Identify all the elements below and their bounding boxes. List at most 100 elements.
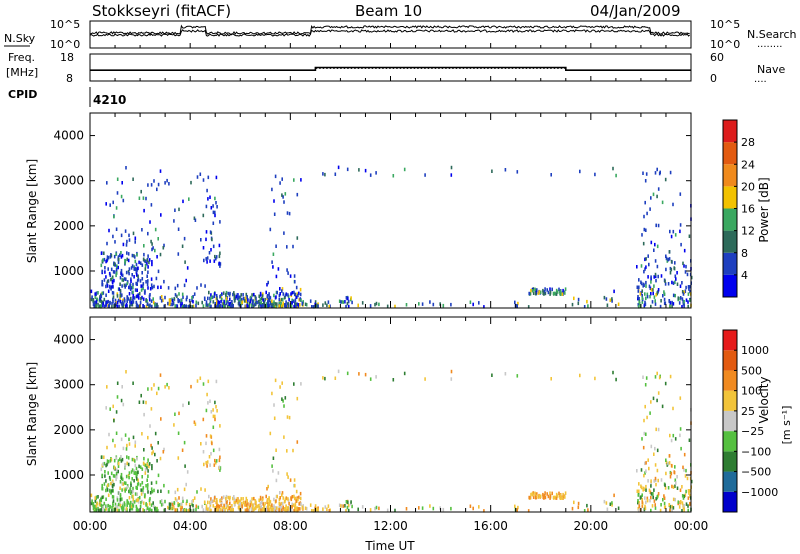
power-point — [121, 284, 123, 288]
power-point — [645, 228, 647, 232]
velocity-point — [167, 505, 169, 510]
power-point — [674, 293, 676, 298]
velocity-point — [94, 505, 96, 509]
velocity-point — [654, 503, 656, 507]
power-point — [259, 291, 262, 296]
velocity-point — [132, 494, 134, 498]
power-point — [142, 196, 145, 200]
velocity-colorbar-unit: [m s⁻¹] — [780, 406, 793, 445]
velocity-point — [120, 476, 123, 480]
power-point — [220, 299, 222, 304]
velocity-point — [128, 489, 131, 494]
velocity-point — [115, 471, 118, 476]
power-point — [141, 277, 144, 281]
power-point — [129, 283, 131, 288]
velocity-point — [105, 463, 107, 468]
velocity-point — [284, 499, 286, 504]
power-point — [170, 302, 172, 307]
power-point — [99, 297, 101, 302]
velocity-point — [244, 500, 247, 504]
power-point — [136, 303, 138, 308]
power-colorbar-swatch — [723, 208, 737, 231]
power-point — [117, 255, 120, 259]
power-point — [654, 259, 657, 263]
power-point — [299, 303, 301, 307]
power-point — [138, 291, 141, 296]
power-point — [327, 300, 330, 304]
power-point — [268, 298, 271, 303]
velocity-point — [102, 507, 104, 512]
velocity-point — [272, 456, 275, 460]
power-point — [266, 304, 269, 308]
power-point — [265, 302, 268, 306]
velocity-point — [293, 494, 295, 499]
power-point — [689, 298, 691, 302]
power-point — [119, 253, 121, 257]
power-point — [653, 284, 655, 288]
velocity-point — [225, 496, 227, 501]
velocity-point — [174, 497, 177, 501]
power-colorbar-tick-label: 12 — [741, 225, 755, 238]
velocity-point — [271, 508, 274, 512]
velocity-point — [657, 427, 660, 432]
velocity-point — [209, 501, 212, 505]
velocity-point — [142, 400, 145, 404]
velocity-point — [208, 494, 210, 499]
velocity-point — [130, 500, 132, 505]
velocity-point — [115, 410, 118, 414]
power-point — [290, 304, 292, 309]
power-point — [271, 299, 273, 303]
power-point — [233, 299, 236, 303]
velocity-point — [222, 509, 225, 513]
power-point — [233, 296, 236, 301]
power-point — [120, 268, 123, 273]
velocity-point — [637, 499, 639, 503]
power-point — [109, 255, 112, 259]
velocity-point — [99, 501, 101, 506]
power-point — [296, 305, 298, 309]
power-point — [138, 260, 140, 265]
power-point — [547, 290, 550, 295]
power-point — [659, 304, 662, 309]
velocity-point — [216, 504, 218, 508]
power-point — [282, 301, 284, 306]
velocity-point — [112, 495, 115, 499]
power-point — [115, 206, 118, 210]
velocity-point — [544, 491, 546, 495]
velocity-point — [418, 506, 420, 510]
power-point — [214, 302, 216, 306]
velocity-point — [105, 504, 107, 508]
power-point — [180, 298, 183, 302]
velocity-point — [687, 508, 689, 513]
velocity-point — [153, 383, 155, 387]
power-point — [246, 301, 249, 306]
power-point — [559, 292, 562, 296]
velocity-point — [215, 498, 218, 502]
power-point — [111, 275, 114, 279]
power-point — [249, 299, 251, 303]
power-point — [273, 212, 276, 216]
power-point — [655, 278, 657, 283]
velocity-point — [205, 506, 208, 511]
velocity-point — [174, 412, 176, 416]
power-point — [141, 263, 144, 267]
power-point — [126, 251, 128, 255]
velocity-point — [116, 504, 119, 509]
velocity-point — [421, 506, 424, 510]
power-point — [672, 229, 675, 234]
power-point — [272, 265, 274, 269]
velocity-point — [224, 508, 226, 512]
velocity-point — [656, 448, 659, 453]
power-point — [159, 169, 162, 173]
velocity-point — [100, 503, 102, 507]
power-point — [361, 301, 364, 305]
velocity-point — [153, 488, 155, 493]
velocity-point — [684, 474, 687, 478]
velocity-point — [294, 505, 296, 509]
velocity-point — [577, 501, 580, 506]
velocity-point — [660, 478, 663, 482]
power-point — [450, 173, 453, 177]
power-point — [344, 300, 346, 304]
velocity-point — [106, 488, 109, 492]
nsky-series — [89, 24, 692, 81]
